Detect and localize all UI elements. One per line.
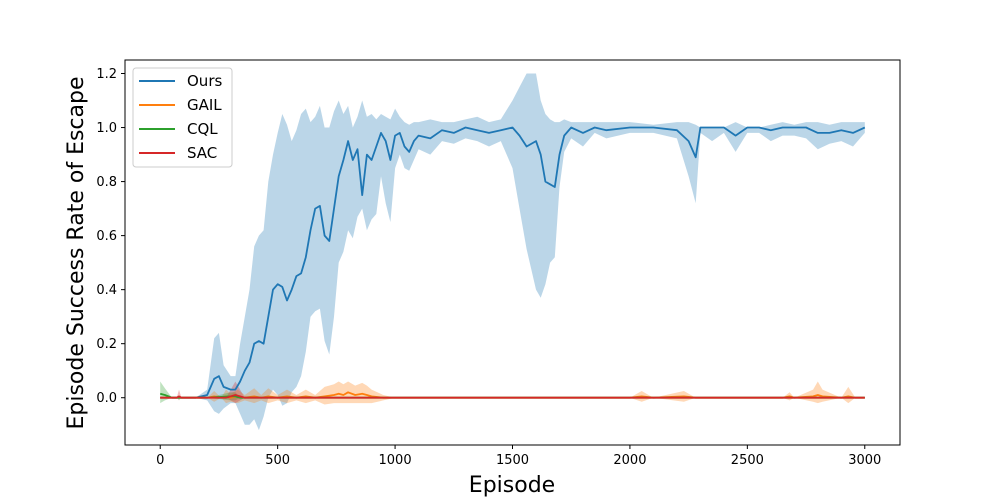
- band-gail: [160, 381, 865, 405]
- legend-label-cql: CQL: [187, 120, 218, 138]
- legend-label-gail: GAIL: [187, 96, 222, 114]
- legend-label-sac: SAC: [187, 144, 217, 162]
- y-tick-label: 0.4: [96, 283, 117, 298]
- x-tick-label: 1000: [379, 453, 412, 468]
- legend: Ours GAIL CQL SAC: [132, 67, 233, 168]
- y-tick-label: 1.2: [96, 67, 117, 82]
- y-tick-label: 1.0: [96, 121, 117, 136]
- x-tick-label: 1500: [496, 453, 529, 468]
- series-lines: [159, 126, 866, 399]
- band-ours: [160, 73, 865, 431]
- x-tick-label: 2500: [731, 453, 764, 468]
- x-axis-ticks: 0 500 1000 1500 2000 2500 3000: [156, 445, 881, 468]
- line-ours: [160, 126, 866, 399]
- legend-label-ours: Ours: [187, 72, 222, 90]
- line-sac: [160, 394, 865, 399]
- y-tick-label: 0.6: [96, 229, 117, 244]
- x-tick-label: 3000: [848, 453, 881, 468]
- y-tick-label: 0.2: [96, 337, 117, 352]
- y-tick-label: 0.8: [96, 175, 117, 190]
- y-tick-label: 0.0: [96, 391, 117, 406]
- confidence-bands: [160, 73, 865, 431]
- y-axis-ticks: 0.0 0.2 0.4 0.6 0.8 1.0 1.2: [96, 67, 125, 406]
- x-axis-label: Episode: [469, 473, 555, 498]
- x-tick-label: 0: [156, 453, 164, 468]
- x-tick-label: 2000: [613, 453, 646, 468]
- y-axis-label: Episode Success Rate of Escape: [64, 76, 89, 429]
- legend-box: [132, 67, 233, 168]
- x-tick-label: 500: [265, 453, 290, 468]
